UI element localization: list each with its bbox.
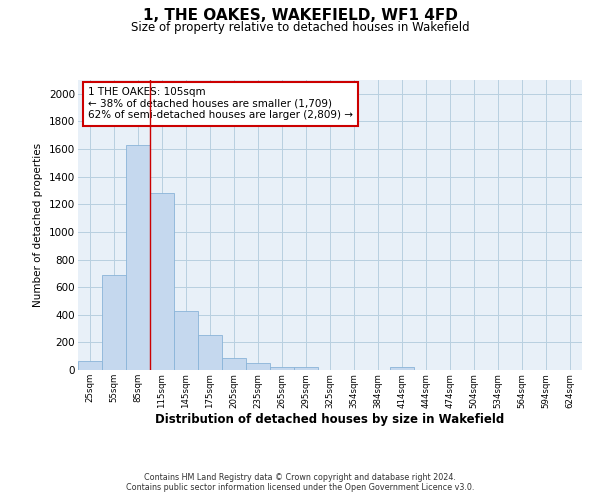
Bar	[294, 367, 318, 370]
Text: Size of property relative to detached houses in Wakefield: Size of property relative to detached ho…	[131, 21, 469, 34]
Bar	[246, 363, 270, 370]
Bar	[270, 366, 294, 370]
Bar	[198, 335, 222, 370]
Bar	[174, 310, 198, 370]
Bar	[150, 193, 174, 370]
Bar	[126, 145, 150, 370]
Text: 1 THE OAKES: 105sqm
← 38% of detached houses are smaller (1,709)
62% of semi-det: 1 THE OAKES: 105sqm ← 38% of detached ho…	[88, 87, 353, 120]
Text: Contains HM Land Registry data © Crown copyright and database right 2024.
Contai: Contains HM Land Registry data © Crown c…	[126, 472, 474, 492]
Y-axis label: Number of detached properties: Number of detached properties	[34, 143, 43, 307]
Text: Distribution of detached houses by size in Wakefield: Distribution of detached houses by size …	[155, 412, 505, 426]
Text: 1, THE OAKES, WAKEFIELD, WF1 4FD: 1, THE OAKES, WAKEFIELD, WF1 4FD	[143, 8, 457, 22]
Bar	[102, 274, 126, 370]
Bar	[390, 367, 414, 370]
Bar	[222, 358, 246, 370]
Bar	[78, 361, 102, 370]
